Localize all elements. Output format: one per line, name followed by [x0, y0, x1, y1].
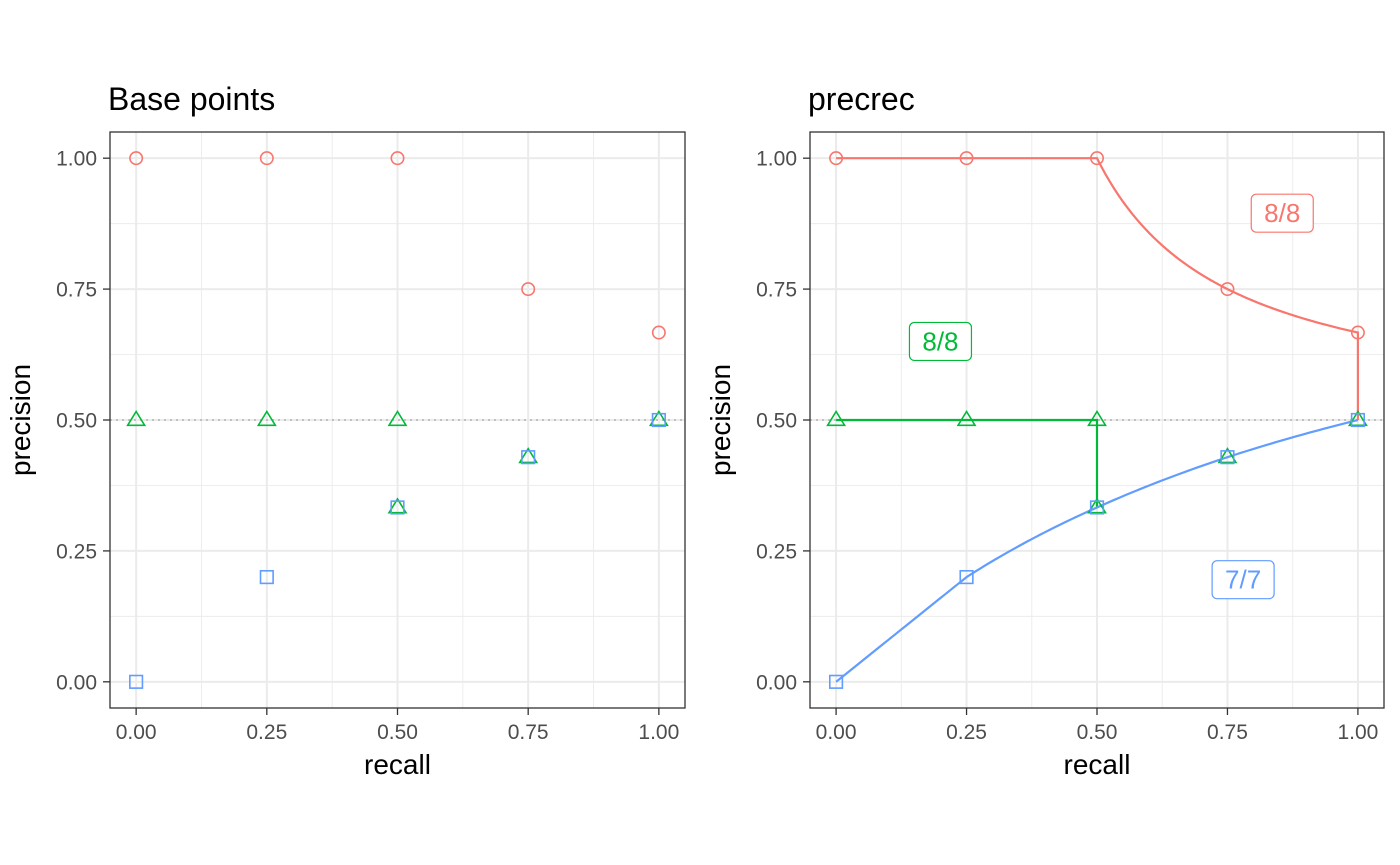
x-tick-label: 0.75 [508, 721, 549, 744]
series-line-2 [835, 418, 1359, 683]
series-label: 8/8 [922, 326, 958, 356]
series-0-point [1090, 151, 1105, 166]
panel-title: precrec [808, 81, 915, 117]
series-2-point [1089, 500, 1105, 515]
x-axis-title: recall [364, 749, 431, 780]
series-0-point [521, 282, 536, 297]
series-1-point [1347, 409, 1368, 427]
series-label-box [908, 321, 973, 362]
series-1-point [518, 447, 539, 464]
y-axis-title: precision [5, 364, 36, 476]
series-0-point [829, 151, 844, 166]
x-tick-label: 1.00 [1337, 721, 1378, 744]
y-tick-label: 0.00 [756, 671, 797, 694]
x-tick-label: 0.25 [946, 721, 987, 744]
x-tick-label: 0.25 [246, 721, 287, 744]
x-tick-label: 0.75 [1207, 721, 1248, 744]
series-2-point [129, 674, 144, 689]
panel-base-points: 0.00 0.25 0.50 0.75 1.00 0.00 0.25 0.50 0.75 1.00… [5, 81, 686, 780]
y-tick-label: 1.00 [56, 148, 97, 171]
series-1-point [1217, 447, 1238, 464]
y-tick-label: 0.50 [56, 410, 97, 433]
x-tick-label: 1.00 [638, 721, 679, 744]
series-label-box [1211, 560, 1275, 600]
series-1-point [956, 409, 977, 427]
series-0-point [129, 151, 144, 166]
series-line-1 [836, 418, 1099, 508]
series-2-point [959, 569, 974, 585]
series-1-point [387, 497, 408, 514]
series-2-point [390, 500, 405, 515]
series-0-point [959, 151, 974, 166]
series-0-point [1350, 325, 1365, 340]
y-tick-label: 0.25 [56, 540, 97, 563]
panel-title: Base points [108, 81, 275, 117]
y-tick-label: 0.75 [756, 279, 797, 302]
series-1-point [126, 409, 147, 427]
series-1-point [387, 409, 408, 427]
series-0-point [259, 151, 274, 166]
x-axis-title: recall [1064, 749, 1131, 780]
series-2-point [651, 412, 666, 428]
series-label: 8/8 [1264, 198, 1300, 228]
series-1-point [648, 409, 669, 427]
series-0-point [651, 325, 666, 340]
series-1-point [1087, 497, 1107, 514]
series-1-point [1087, 409, 1107, 427]
panel-precrec: 8/8 8/8 7/7 0.00 0.25 0.50 0.75 1.00 0.00 0.25 0.5… [705, 81, 1385, 780]
y-tick-label: 0.50 [756, 410, 797, 433]
series-line-0 [836, 157, 1360, 420]
series-label: 7/7 [1225, 565, 1261, 595]
y-tick-label: 0.25 [756, 540, 797, 563]
x-tick-label: 0.50 [377, 721, 418, 744]
x-tick-label: 0.00 [116, 721, 157, 744]
series-0-point [390, 151, 405, 166]
series-2-point [1220, 450, 1235, 465]
y-axis-title: precision [705, 364, 736, 476]
series-0-point [1220, 282, 1235, 297]
x-tick-label: 0.00 [816, 721, 857, 744]
series-2-point [828, 674, 844, 689]
y-tick-label: 0.00 [56, 671, 97, 694]
series-1-point [256, 409, 277, 427]
x-tick-label: 0.50 [1077, 721, 1118, 744]
series-2-point [259, 569, 274, 585]
series-label-box [1250, 193, 1314, 233]
y-tick-label: 0.75 [56, 279, 97, 302]
series-1-point [826, 409, 847, 427]
y-tick-label: 1.00 [756, 148, 797, 171]
series-2-point [521, 450, 536, 465]
series-2-point [1350, 412, 1366, 428]
